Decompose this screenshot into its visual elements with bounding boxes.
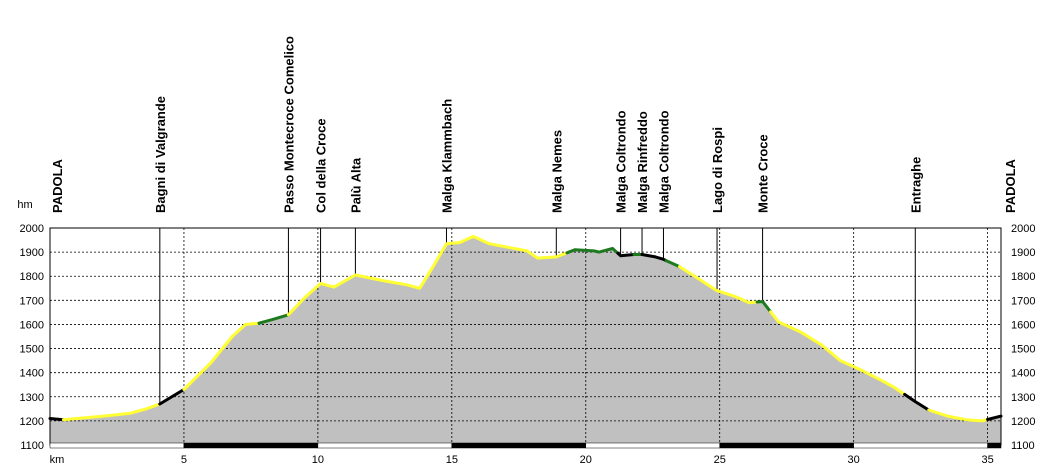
waypoint-label: PADOLA xyxy=(50,158,65,213)
waypoint-label: Malga Rinfreddo xyxy=(635,111,650,213)
waypoint-label: Entraghe xyxy=(908,157,923,213)
y-tick-label-right: 1800 xyxy=(1011,271,1035,283)
waypoint-label: Malga Coltrondo xyxy=(614,110,629,213)
km-scale-segment xyxy=(719,442,854,449)
profile-line-trail xyxy=(257,313,290,325)
y-tick-label-right: 1600 xyxy=(1011,319,1035,331)
profile-line-gravel xyxy=(769,310,907,396)
elevation-area xyxy=(50,236,1001,445)
y-axis-label: hm xyxy=(17,199,32,211)
waypoint-label: Monte Croce xyxy=(756,134,771,213)
y-tick-label-left: 2000 xyxy=(20,223,44,235)
x-tick-label: 5 xyxy=(181,454,187,466)
waypoint-label: Passo Montecroce Comelico xyxy=(281,36,296,213)
profile-line-gravel xyxy=(678,265,759,305)
waypoint-label: Malga Coltrondo xyxy=(656,110,671,213)
km-scale-segment xyxy=(49,442,185,449)
km-scale-segment xyxy=(987,442,1002,449)
waypoint-label: Malga Nemes xyxy=(549,130,564,213)
y-tick-label-left: 1600 xyxy=(20,319,44,331)
waypoint-label: Bagni di Valgrande xyxy=(153,96,168,213)
x-tick-label: 20 xyxy=(580,454,592,466)
km-scale-segment xyxy=(853,442,988,449)
profile-line-paved xyxy=(48,417,65,422)
x-axis-label: km xyxy=(50,454,65,466)
waypoint-label: Col della Croce xyxy=(314,118,329,213)
km-scale-segment xyxy=(451,442,587,449)
km-scale-segment xyxy=(585,442,720,449)
profile-line-gravel xyxy=(286,234,569,317)
waypoint-label: PADOLA xyxy=(1003,158,1018,213)
y-tick-label-left: 1200 xyxy=(20,416,44,428)
profile-line-paved xyxy=(903,392,931,412)
x-tick-label: 10 xyxy=(312,454,324,466)
profile-line-paved xyxy=(158,388,186,406)
y-tick-label-right: 1300 xyxy=(1011,392,1035,404)
x-tick-label: 30 xyxy=(848,454,860,466)
x-tick-label: 25 xyxy=(714,454,726,466)
waypoint-label: Malga Klammbach xyxy=(439,99,454,213)
y-tick-label-left: 1300 xyxy=(20,392,44,404)
profile-line-trail xyxy=(565,247,620,255)
profile-line-gravel xyxy=(61,402,162,422)
profile-line-paved xyxy=(616,251,636,258)
waypoint-label: Lago di Rospi xyxy=(710,127,725,213)
km-scale-segment xyxy=(317,442,453,449)
y-tick-label-left: 1700 xyxy=(20,295,44,307)
profile-line-trail xyxy=(664,259,681,269)
x-tick-label: 15 xyxy=(446,454,458,466)
y-tick-label-right: 1100 xyxy=(1011,440,1035,452)
profile-line-paved xyxy=(986,414,1003,421)
profile-line-trail xyxy=(755,300,773,314)
profile-line-gravel xyxy=(927,408,990,423)
profile-line-gravel xyxy=(182,321,261,391)
waypoint-label: Palù Alta xyxy=(348,157,363,213)
y-tick-label-right: 1700 xyxy=(1011,295,1035,307)
y-tick-label-right: 1900 xyxy=(1011,247,1035,259)
y-tick-label-right: 1400 xyxy=(1011,368,1035,380)
y-tick-label-left: 1500 xyxy=(20,344,44,356)
y-tick-label-right: 1500 xyxy=(1011,344,1035,356)
y-tick-label-left: 1100 xyxy=(20,440,44,452)
x-tick-label: 35 xyxy=(981,454,993,466)
y-tick-label-right: 1200 xyxy=(1011,416,1035,428)
y-tick-label-left: 1900 xyxy=(20,247,44,259)
km-scale-segment xyxy=(183,442,319,449)
y-tick-label-left: 1400 xyxy=(20,368,44,380)
y-tick-label-left: 1800 xyxy=(20,271,44,283)
y-tick-label-right: 2000 xyxy=(1011,223,1035,235)
